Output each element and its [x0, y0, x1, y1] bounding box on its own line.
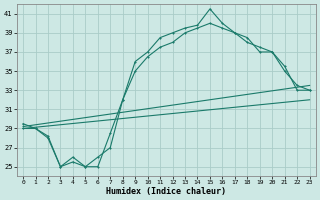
X-axis label: Humidex (Indice chaleur): Humidex (Indice chaleur) [106, 187, 226, 196]
